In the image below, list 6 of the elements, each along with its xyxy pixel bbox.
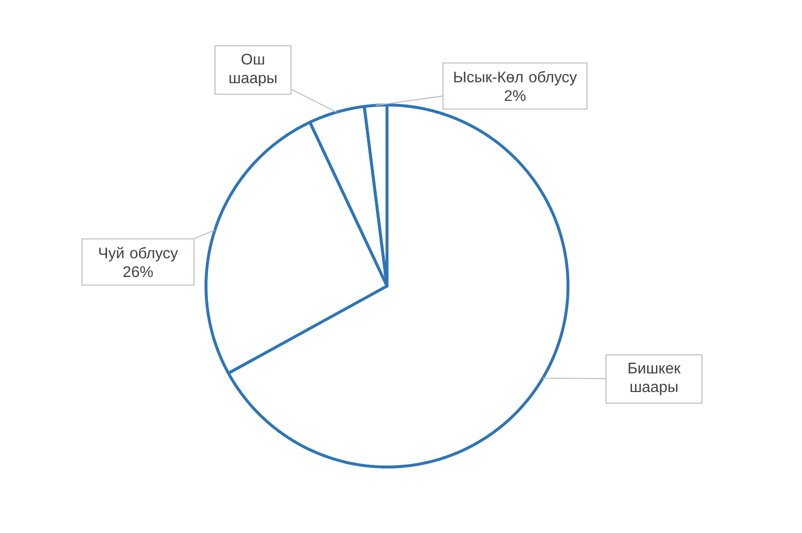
data-label: 26%	[123, 266, 153, 278]
slice-label: Бишкек шаары	[628, 362, 681, 396]
slice-label: Чуй облусу	[99, 246, 178, 262]
slice-label: Ош шаары	[230, 54, 276, 86]
data-label: 2%	[504, 90, 526, 101]
slice-label: Ысык-Көл облусу	[454, 70, 577, 86]
